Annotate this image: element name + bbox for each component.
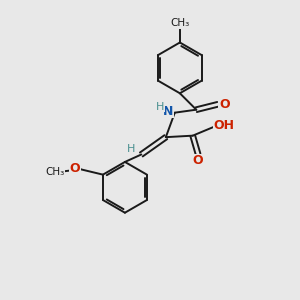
- Text: O: O: [219, 98, 230, 111]
- Text: OH: OH: [213, 119, 234, 132]
- Text: O: O: [69, 162, 80, 175]
- Text: CH₃: CH₃: [45, 167, 64, 177]
- Text: CH₃: CH₃: [170, 18, 190, 28]
- Text: O: O: [193, 154, 203, 167]
- Text: H: H: [156, 102, 165, 112]
- Text: H: H: [127, 143, 135, 154]
- Text: N: N: [163, 105, 173, 118]
